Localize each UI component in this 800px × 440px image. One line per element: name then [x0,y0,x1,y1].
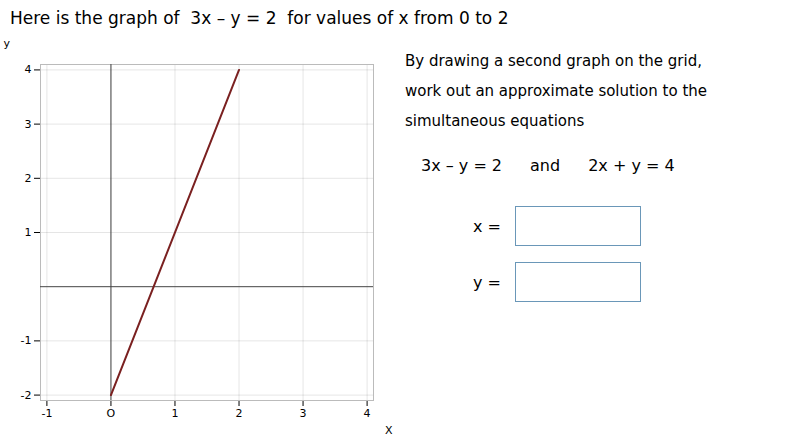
svg-text:-2: -2 [21,389,32,402]
html-text:Here is the graph of 3x – y =: Here is the graph of 3x – y = 2 for valu… [10,8,509,28]
svg-text:-1: -1 [21,334,32,347]
html-text:y =: y = [473,272,501,292]
svg-text:3: 3 [25,118,32,131]
svg-text:2: 2 [25,172,32,185]
html-text:x =: x = [473,216,501,236]
svg-text:3: 3 [300,407,307,420]
html-text:By drawing a second graph on t: By drawing a second graph on the grid, [405,52,702,70]
html-text:and: and [530,156,561,175]
svg-text:4: 4 [364,407,371,420]
svg-text:-1: -1 [41,407,52,420]
svg-text:1: 1 [171,407,178,420]
html-text:simultaneous equations: simultaneous equations [405,112,585,130]
html-text:3x – y = 2: 3x – y = 2 [421,156,502,175]
html-text:work out an approximate soluti: work out an approximate solution to the [405,82,707,100]
svg-text:4: 4 [25,63,32,76]
svg-text:1: 1 [25,226,32,239]
svg-text:O: O [107,407,116,420]
svg-text:2: 2 [236,407,243,420]
svg-text:y: y [4,37,11,50]
svg-text:X: X [385,424,393,437]
html-text:2x + y = 4: 2x + y = 4 [588,156,675,175]
